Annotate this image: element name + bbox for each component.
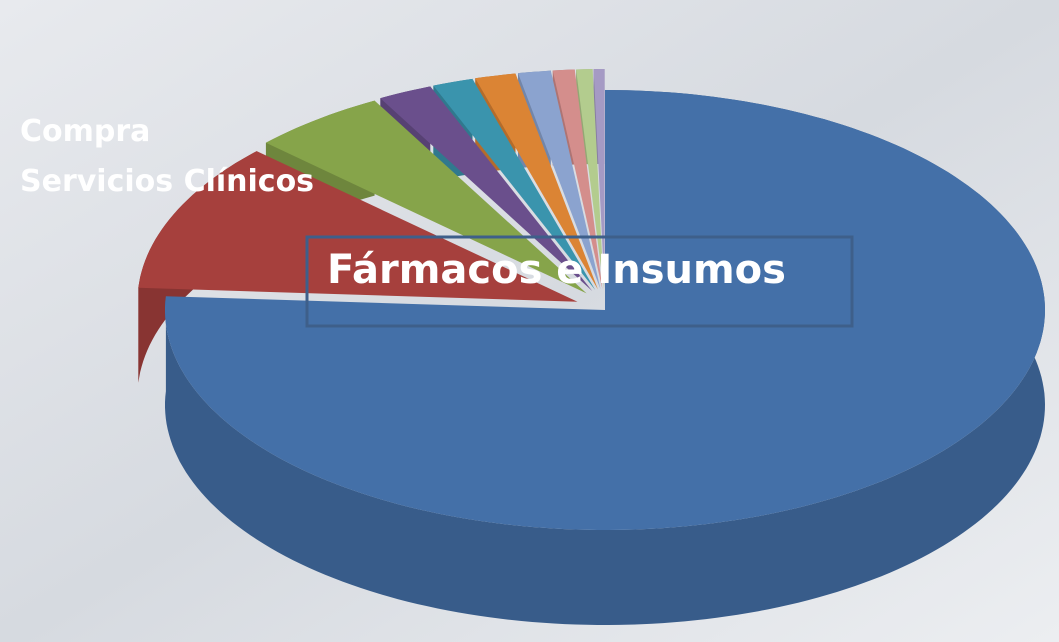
slice-label: Compra Servicios Clínicos (20, 114, 314, 199)
slice (576, 69, 604, 289)
label-box (305, 235, 854, 328)
slice (165, 90, 1045, 530)
slice (593, 69, 605, 289)
slice (265, 100, 587, 294)
slice (380, 86, 593, 292)
slice (518, 70, 601, 290)
slice-label: Fármacos e Insumos (327, 247, 786, 293)
slice (138, 151, 578, 302)
pie (138, 69, 1045, 625)
slice (552, 69, 603, 290)
